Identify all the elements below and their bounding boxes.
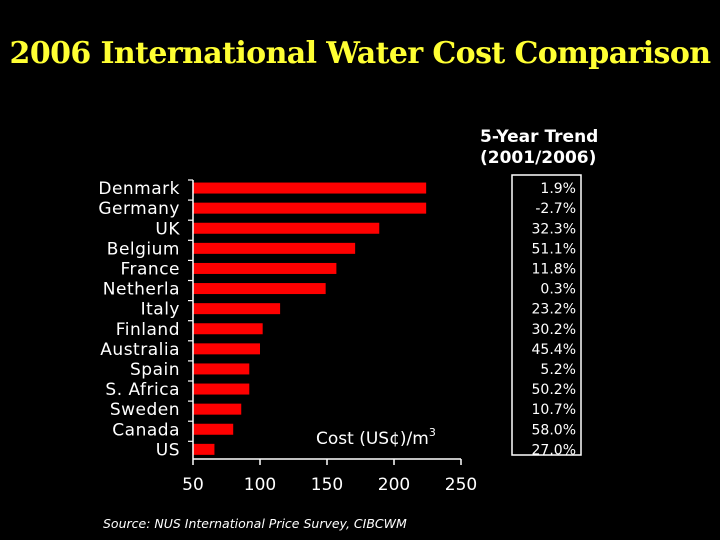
trend-value: 32.3% <box>532 221 576 237</box>
category-label: Canada <box>112 420 180 440</box>
category-label: France <box>120 259 180 279</box>
trend-value: 1.9% <box>540 181 576 197</box>
bar <box>193 262 337 274</box>
x-tick-label: 50 <box>182 475 204 495</box>
x-tick-label: 150 <box>311 475 343 495</box>
trend-value: 58.0% <box>532 422 576 438</box>
category-label: Netherla <box>103 280 180 300</box>
trend-value: -2.7% <box>535 201 576 217</box>
category-label: Germany <box>98 199 180 219</box>
source-note: Source: NUS International Price Survey, … <box>103 516 407 531</box>
trend-values: 1.9% -2.7% 32.3% 51.1% 11.8% 0.3% 23.2% 30.2% 45… <box>532 181 576 458</box>
bar <box>193 202 427 214</box>
bar <box>193 283 326 295</box>
category-label: Finland <box>116 320 180 340</box>
trend-title-line1: 5-Year Trend <box>480 127 598 147</box>
bar <box>193 403 242 415</box>
bar <box>193 423 234 435</box>
page-title: 2006 International Water Cost Comparison <box>9 36 712 71</box>
category-label: Italy <box>141 300 180 320</box>
bar <box>193 363 250 375</box>
x-tick-label: 200 <box>378 475 410 495</box>
trend-value: 30.2% <box>532 322 576 338</box>
trend-value: 51.1% <box>532 241 576 257</box>
trend-title-line2: (2001/2006) <box>480 148 596 168</box>
x-ticks: 50 100 150 200 250 <box>182 459 477 495</box>
category-label: S. Africa <box>105 380 180 400</box>
x-axis-label-main: Cost (US¢)/m <box>316 429 429 449</box>
trend-value: 50.2% <box>532 382 576 398</box>
bar <box>193 343 260 355</box>
bars-group <box>193 182 427 455</box>
x-tick-label: 250 <box>445 475 477 495</box>
category-label: Spain <box>130 360 180 380</box>
category-label: Belgium <box>107 239 180 259</box>
bar <box>193 182 427 194</box>
trend-box <box>511 174 582 456</box>
x-axis-label-superscript: 3 <box>429 426 436 439</box>
bar <box>193 323 263 335</box>
trend-value: 0.3% <box>540 282 576 298</box>
x-axis-label: Cost (US¢)/m3 <box>316 426 436 449</box>
trend-value: 27.0% <box>532 442 576 458</box>
category-labels: DenmarkGermanyUKBelgiumFranceNetherlaIta… <box>98 179 193 460</box>
category-label: UK <box>155 219 180 239</box>
category-label: Denmark <box>98 179 180 199</box>
x-tick-label: 100 <box>244 475 276 495</box>
trend-value: 5.2% <box>540 362 576 378</box>
bar <box>193 242 356 254</box>
category-label: Sweden <box>110 400 180 420</box>
trend-value: 45.4% <box>532 342 576 358</box>
category-label: Australia <box>100 340 180 360</box>
trend-value: 23.2% <box>532 302 576 318</box>
bar <box>193 303 281 315</box>
category-label: US <box>156 440 180 460</box>
trend-value: 10.7% <box>532 402 576 418</box>
bar <box>193 443 215 455</box>
bar <box>193 383 250 395</box>
bar <box>193 222 380 234</box>
trend-value: 11.8% <box>532 261 576 277</box>
